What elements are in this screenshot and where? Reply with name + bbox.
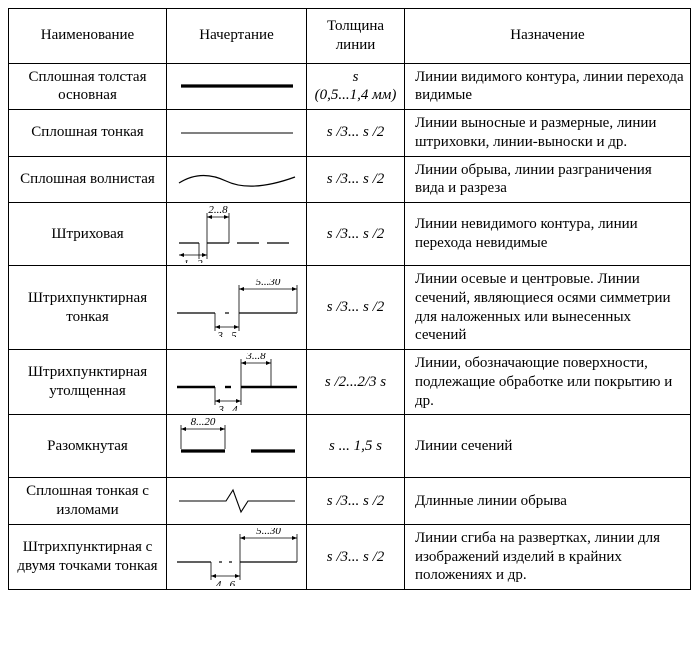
svg-text:4...6: 4...6 (215, 579, 235, 586)
table-row: Штрихпунктирная утолщенная 3...8 3...4 s… (9, 350, 691, 415)
line-style-sample (167, 478, 307, 525)
line-style-sample: 3...8 3...4 (167, 350, 307, 415)
line-name: Штрихпунктирная утолщенная (9, 350, 167, 415)
line-purpose: Линии сечений (405, 415, 691, 478)
line-purpose: Линии обрыва, линии разграничения вида и… (405, 156, 691, 203)
line-name: Штриховая (9, 203, 167, 266)
line-thickness: s(0,5...1,4 мм) (307, 63, 405, 110)
line-types-table: Наименование Начертание Толщина линии На… (8, 8, 691, 590)
line-purpose: Линии выносные и размерные, линии штрихо… (405, 110, 691, 157)
line-style-sample: 8...20 (167, 415, 307, 478)
table-row: Сплошная волнистая s /3... s /2 Линии об… (9, 156, 691, 203)
line-purpose: Линии сгиба на развертках, линии для изо… (405, 524, 691, 589)
line-name: Сплошная тонкая с изломами (9, 478, 167, 525)
table-row: Сплошная тонкая с изломами s /3... s /2 … (9, 478, 691, 525)
header-style: Начертание (167, 9, 307, 64)
header-row: Наименование Начертание Толщина линии На… (9, 9, 691, 64)
svg-text:3...5: 3...5 (216, 330, 237, 337)
svg-text:1...2: 1...2 (183, 258, 203, 263)
header-thickness: Толщина линии (307, 9, 405, 64)
line-name: Сплошная волнистая (9, 156, 167, 203)
line-name: Штрихпунктирная с двумя точками тонкая (9, 524, 167, 589)
line-thickness: s /3... s /2 (307, 203, 405, 266)
line-thickness: s /2...2/3 s (307, 350, 405, 415)
line-name: Сплошная тонкая (9, 110, 167, 157)
line-style-sample (167, 156, 307, 203)
table-row: Штрихпунктирная с двумя точками тонкая 5… (9, 524, 691, 589)
header-purpose: Назначение (405, 9, 691, 64)
table-row: Разомкнутая 8...20 s ... 1,5 s Линии сеч… (9, 415, 691, 478)
line-thickness: s ... 1,5 s (307, 415, 405, 478)
line-thickness: s /3... s /2 (307, 156, 405, 203)
table-row: Штрихпунктирная тонкая 5...30 3...5 s /3… (9, 266, 691, 350)
svg-text:8...20: 8...20 (190, 417, 215, 428)
line-style-sample (167, 63, 307, 110)
table-row: Сплошная тонкая s /3... s /2 Линии вынос… (9, 110, 691, 157)
line-style-sample: 2...8 1...2 (167, 203, 307, 266)
line-name: Штрихпунктирная тонкая (9, 266, 167, 350)
line-purpose: Линии невидимого контура, линии перехода… (405, 203, 691, 266)
line-purpose: Линии видимого контура, линии перехода в… (405, 63, 691, 110)
svg-text:3...4: 3...4 (217, 404, 238, 411)
header-name: Наименование (9, 9, 167, 64)
svg-text:2...8: 2...8 (208, 205, 228, 216)
svg-text:3...8: 3...8 (245, 353, 266, 362)
line-purpose: Длинные линии обрыва (405, 478, 691, 525)
table-row: Сплошная толстая основная s(0,5...1,4 мм… (9, 63, 691, 110)
svg-text:5...30: 5...30 (255, 279, 280, 288)
line-name: Сплошная толстая основная (9, 63, 167, 110)
line-thickness: s /3... s /2 (307, 110, 405, 157)
table-row: Штриховая 2...8 1...2 s /3... s /2 Линии… (9, 203, 691, 266)
line-name: Разомкнутая (9, 415, 167, 478)
line-thickness: s /3... s /2 (307, 524, 405, 589)
line-purpose: Линии осевые и центровые. Линии сечений,… (405, 266, 691, 350)
line-style-sample: 5...30 4...6 (167, 524, 307, 589)
svg-text:5...30: 5...30 (256, 528, 281, 537)
line-style-sample: 5...30 3...5 (167, 266, 307, 350)
line-thickness: s /3... s /2 (307, 478, 405, 525)
line-style-sample (167, 110, 307, 157)
line-thickness: s /3... s /2 (307, 266, 405, 350)
line-purpose: Линии, обозначающие поверхности, подлежа… (405, 350, 691, 415)
